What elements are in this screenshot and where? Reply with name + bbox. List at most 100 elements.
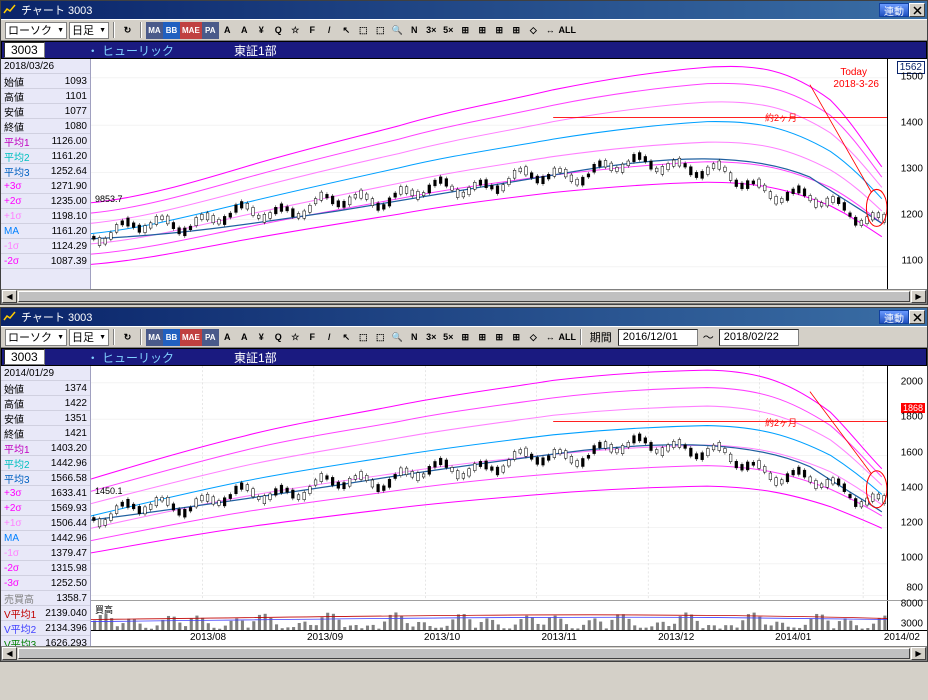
toolbar-icon-3×[interactable]: 3×	[423, 21, 440, 38]
market-label-2: 東証1部	[234, 349, 277, 366]
annotation-today: Today	[840, 67, 867, 78]
data-row: MA1442.96	[1, 531, 90, 546]
toolbar-icon-⬚[interactable]: ⬚	[372, 22, 389, 39]
toolbar-icon-a[interactable]: A	[236, 21, 253, 38]
chart-type-select-1[interactable]: ローソク	[5, 22, 67, 39]
toolbar-icon-☆[interactable]: ☆	[287, 22, 304, 39]
app-icon	[3, 3, 17, 17]
toolbar-icon-⬚[interactable]: ⬚	[355, 329, 372, 346]
data-row: 高値1101	[1, 89, 90, 104]
volume-strip: 買高 80003000	[91, 600, 927, 630]
toolbar-icon-/[interactable]: /	[321, 21, 338, 38]
toolbar-icon-3×[interactable]: 3×	[423, 328, 440, 345]
refresh-icon[interactable]: ↻	[119, 329, 136, 346]
toolbar-icon-⊞[interactable]: ⊞	[508, 329, 525, 346]
toolbar-icon-🔍[interactable]: 🔍	[389, 22, 406, 39]
y-tick: 1200	[901, 517, 923, 528]
toolbar-icon-↖[interactable]: ↖	[338, 329, 355, 346]
toolbar-icon-↔[interactable]: ↔	[542, 21, 559, 38]
scroll-thumb-2[interactable]	[18, 648, 910, 659]
toolbar-icon-bb[interactable]: BB	[163, 22, 180, 39]
toolbar-icon-f[interactable]: F	[304, 21, 321, 38]
toolbar-icon-n[interactable]: N	[406, 21, 423, 38]
date-from-input[interactable]	[618, 329, 698, 346]
timeframe-select-2[interactable]: 日足	[69, 329, 109, 346]
x-tick: 2014/02	[884, 632, 920, 643]
toolbar-icon-mae[interactable]: MAE	[180, 329, 202, 346]
toolbar-icon-pa[interactable]: PA	[202, 329, 219, 346]
scrollbar-1[interactable]: ◀ ▶	[1, 289, 927, 304]
toolbar-divider	[140, 329, 142, 345]
toolbar-icon-↔[interactable]: ↔	[542, 328, 559, 345]
toolbar-icon-all[interactable]: ALL	[559, 328, 576, 345]
stock-code-2[interactable]: 3003	[4, 349, 45, 365]
toolbar-icon-↖[interactable]: ↖	[338, 22, 355, 39]
chart-window-2: チャート 3003 連動 ローソク 日足 ↻ MABBMAEPAAA¥Q☆F/↖…	[0, 307, 928, 662]
toolbar-icon-¥[interactable]: ¥	[253, 328, 270, 345]
toolbar-icon-⊞[interactable]: ⊞	[457, 329, 474, 346]
stock-code-1[interactable]: 3003	[4, 42, 45, 58]
toolbar-icon-q[interactable]: Q	[270, 21, 287, 38]
toolbar-icon-5×[interactable]: 5×	[440, 328, 457, 345]
toolbar-icon-a[interactable]: A	[236, 328, 253, 345]
toolbar-icon-ma[interactable]: MA	[146, 22, 163, 39]
date-separator: ～	[700, 329, 717, 345]
close-button-1[interactable]	[909, 3, 925, 17]
scrollbar-2[interactable]: ◀ ▶	[1, 646, 927, 661]
toolbar-icon-mae[interactable]: MAE	[180, 22, 202, 39]
link-button-1[interactable]: 連動	[879, 3, 909, 17]
data-row: 平均21442.96	[1, 456, 90, 471]
stock-header-1: 3003 ・ ヒューリック 東証1部	[1, 41, 927, 59]
toolbar-icon-⊞[interactable]: ⊞	[474, 22, 491, 39]
period-label: 期間	[586, 329, 616, 345]
link-button-2[interactable]: 連動	[879, 310, 909, 324]
chart-canvas-1[interactable]: Today 2018-3-26 約2ヶ月 9853.7 1562 1500140…	[91, 59, 927, 289]
chart-type-select-2[interactable]: ローソク	[5, 329, 67, 346]
data-panel-1: 2018/03/26始値1093高値1101安値1077終値1080平均1112…	[1, 59, 91, 289]
toolbar-icon-⬚[interactable]: ⬚	[355, 22, 372, 39]
toolbar-icon-⊞[interactable]: ⊞	[491, 22, 508, 39]
toolbar-icon-⊞[interactable]: ⊞	[491, 329, 508, 346]
y-tick: 2000	[901, 377, 923, 388]
refresh-icon[interactable]: ↻	[119, 22, 136, 39]
date-to-input[interactable]	[719, 329, 799, 346]
annotation-date: 2018-3-26	[833, 79, 879, 90]
toolbar-icon-☆[interactable]: ☆	[287, 329, 304, 346]
toolbar-icon-pa[interactable]: PA	[202, 22, 219, 39]
toolbar-icon-⊞[interactable]: ⊞	[474, 329, 491, 346]
chart-canvas-2[interactable]: 約2ヶ月 1450.1 1868 20001800160014001200100…	[91, 366, 927, 600]
toolbar-icon-ma[interactable]: MA	[146, 329, 163, 346]
toolbar-icon-⊞[interactable]: ⊞	[457, 22, 474, 39]
data-row: +3σ1271.90	[1, 179, 90, 194]
scroll-left-2[interactable]: ◀	[2, 647, 17, 660]
toolbar-icon-⬚[interactable]: ⬚	[372, 329, 389, 346]
toolbar-icon-🔍[interactable]: 🔍	[389, 329, 406, 346]
data-row: V平均12139.040	[1, 606, 90, 621]
scroll-thumb-1[interactable]	[18, 291, 910, 302]
toolbar-icon-a[interactable]: A	[219, 328, 236, 345]
y-axis-1: 1562 15001400130012001100	[887, 59, 927, 289]
scroll-right-2[interactable]: ▶	[911, 647, 926, 660]
scroll-right-1[interactable]: ▶	[911, 290, 926, 303]
toolbar-icon-/[interactable]: /	[321, 328, 338, 345]
toolbar-icon-◇[interactable]: ◇	[525, 22, 542, 39]
close-button-2[interactable]	[909, 310, 925, 324]
toolbar-icon-bb[interactable]: BB	[163, 329, 180, 346]
toolbar-icon-all[interactable]: ALL	[559, 21, 576, 38]
toolbar-icon-n[interactable]: N	[406, 328, 423, 345]
timeframe-select-1[interactable]: 日足	[69, 22, 109, 39]
stock-header-2: 3003 ・ ヒューリック 東証1部	[1, 348, 927, 366]
toolbar-icon-a[interactable]: A	[219, 21, 236, 38]
data-row: -2σ1315.98	[1, 561, 90, 576]
toolbar-divider	[113, 22, 115, 38]
toolbar-icon-5×[interactable]: 5×	[440, 21, 457, 38]
toolbar-icon-f[interactable]: F	[304, 328, 321, 345]
data-row: 始値1093	[1, 74, 90, 89]
data-row: 2014/01/29	[1, 366, 90, 381]
toolbar-icon-⊞[interactable]: ⊞	[508, 22, 525, 39]
chart-window-1: チャート 3003 連動 ローソク 日足 ↻ MABBMAEPAAA¥Q☆F/↖…	[0, 0, 928, 305]
toolbar-icon-q[interactable]: Q	[270, 328, 287, 345]
toolbar-icon-¥[interactable]: ¥	[253, 21, 270, 38]
toolbar-icon-◇[interactable]: ◇	[525, 329, 542, 346]
scroll-left-1[interactable]: ◀	[2, 290, 17, 303]
